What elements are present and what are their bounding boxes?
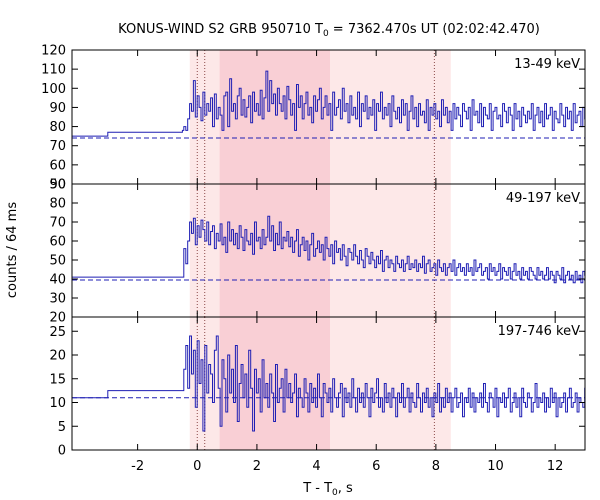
y-tick-label: 40 [49,273,66,288]
y-tick-label: 100 [41,82,66,97]
panel-frame [71,316,586,451]
y-tick-label: 70 [49,139,66,154]
panel-1: 50 60 70 80 90 100 110 120 13-49 keV [41,44,586,193]
y-axis-label: counts / 64 ms [5,202,20,298]
y-tick-label: 25 [49,325,66,340]
energy-band-label: 197-746 keV [498,324,581,339]
energy-band-label: 49-197 keV [506,191,580,206]
panel-2: 20 30 40 50 60 70 80 90 49-197 keV [49,178,586,326]
x-tick-label: 6 [372,459,380,474]
y-tick-label: 5 [58,420,66,435]
light-curve-series [72,215,586,284]
y-tick-label: 90 [49,178,66,193]
y-tick-label: 50 [49,178,66,193]
y-tick-label: 20 [49,349,66,364]
x-tick-label: 0 [193,459,201,474]
energy-band-label: 13-49 keV [514,57,580,72]
x-tick-label: 4 [312,459,320,474]
shaded-region-dark [219,317,330,450]
y-tick-label: 80 [49,120,66,135]
x-tick-label: -2 [131,459,144,474]
y-tick-label: 60 [49,158,66,173]
x-tick-label: 8 [432,459,440,474]
y-tick-label: 70 [49,216,66,231]
y-tick-label: 15 [49,372,66,387]
x-axis-label: T - T0, s [302,481,353,498]
y-tick-label: 20 [49,311,66,326]
y-tick-label: 0 [58,444,66,459]
chart-title: KONUS-WIND S2 GRB 950710 T0 = 7362.470s … [118,22,540,39]
y-tick-label: 30 [49,292,66,307]
y-tick-label: 110 [41,63,66,78]
y-tick-label: 50 [49,254,66,269]
x-tick-label: 2 [253,459,261,474]
light-curve-series [72,70,586,137]
y-tick-label: 120 [41,44,66,59]
y-tick-label: 60 [49,235,66,250]
y-tick-label: 10 [49,396,66,411]
y-tick-label: 80 [49,197,66,212]
x-tick-label: 10 [487,459,504,474]
x-tick-label: 12 [547,459,564,474]
y-tick-label: 90 [49,101,66,116]
panel-3: 0 5 10 15 20 25 197-746 keV [49,316,586,459]
light-curve-series [72,335,586,432]
